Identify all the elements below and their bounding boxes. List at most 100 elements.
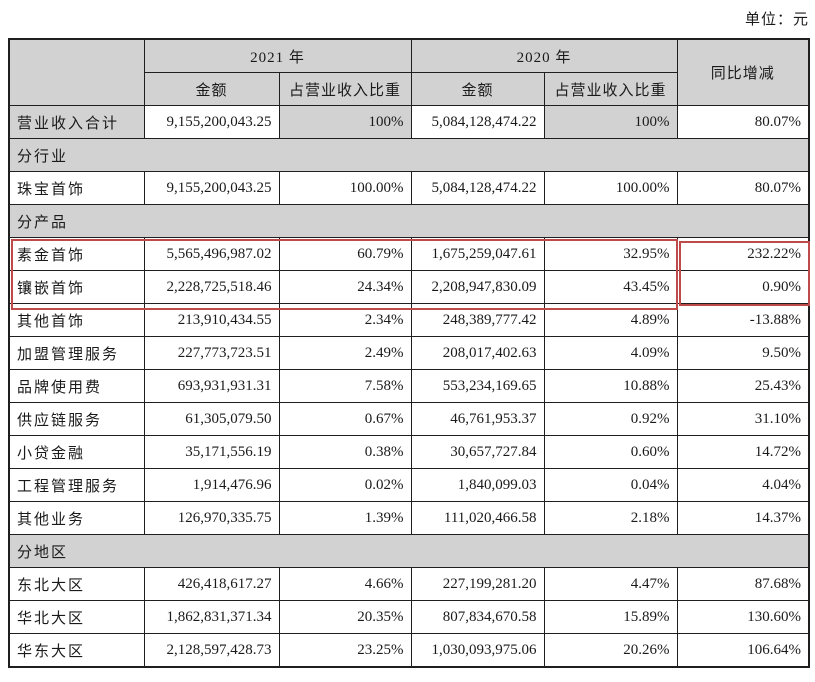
row-label-cell: 华东大区 (8, 633, 145, 668)
row-label-cell: 其他业务 (8, 501, 145, 535)
share-2020-cell: 15.89% (543, 600, 678, 634)
amount-2021-cell: 1,862,831,371.34 (143, 600, 280, 634)
header-year-2021: 2021 年 (143, 38, 412, 73)
row-label-cell: 素金首饰 (8, 237, 145, 271)
share-2021-cell: 23.25% (278, 633, 412, 668)
share-2021-cell: 7.58% (278, 369, 412, 403)
amount-2020-cell: 111,020,466.58 (410, 501, 545, 535)
table-row: 供应链服务 61,305,079.50 0.67% 46,761,953.37 0.92… (8, 402, 810, 436)
section-label-cell: 分产品 (8, 204, 810, 238)
share-2021-cell: 100.00% (278, 171, 412, 205)
share-2020-cell: 2.18% (543, 501, 678, 535)
share-2020-cell: 4.89% (543, 303, 678, 337)
yoy-cell: 0.90% (676, 270, 810, 304)
amount-2021-cell: 61,305,079.50 (143, 402, 280, 436)
unit-label: 单位：元 (744, 12, 809, 28)
table-body: 营业收入合计 9,155,200,043.25 100% 5,084,128,474.… (8, 105, 810, 668)
share-2020-cell: 0.92% (543, 402, 678, 436)
row-label-cell: 镶嵌首饰 (8, 270, 145, 304)
yoy-cell: 4.04% (676, 468, 810, 502)
header-share-2020: 占营业收入比重 (543, 72, 678, 106)
share-2020-cell: 20.26% (543, 633, 678, 668)
row-label-cell: 加盟管理服务 (8, 336, 145, 370)
table-header: 2021 年 2020 年 同比增减 金额 占营业收入比重 金额 占营业收入比重 (8, 38, 810, 106)
amount-2020-cell: 46,761,953.37 (410, 402, 545, 436)
share-2021-cell: 0.67% (278, 402, 412, 436)
amount-2020-cell: 1,030,093,975.06 (410, 633, 545, 668)
share-2020-cell: 10.88% (543, 369, 678, 403)
table-row: 素金首饰 5,565,496,987.02 60.79% 1,675,259,047.… (8, 237, 810, 271)
share-2021-cell: 1.39% (278, 501, 412, 535)
section-row: 分地区 (8, 534, 810, 568)
section-row: 分行业 (8, 138, 810, 172)
amount-2020-cell: 30,657,727.84 (410, 435, 545, 469)
revenue-table: 2021 年 2020 年 同比增减 金额 占营业收入比重 金额 占营业收入比重… (8, 38, 810, 668)
yoy-cell: 130.60% (676, 600, 810, 634)
row-label-cell: 珠宝首饰 (8, 171, 145, 205)
share-2020-cell: 100% (543, 105, 678, 139)
header-yoy: 同比增减 (676, 38, 810, 106)
yoy-cell: 25.43% (676, 369, 810, 403)
row-label-cell: 营业收入合计 (8, 105, 145, 139)
amount-2021-cell: 693,931,931.31 (143, 369, 280, 403)
amount-2021-cell: 35,171,556.19 (143, 435, 280, 469)
row-label-cell: 工程管理服务 (8, 468, 145, 502)
share-2021-cell: 2.49% (278, 336, 412, 370)
amount-2021-cell: 426,418,617.27 (143, 567, 280, 601)
amount-2020-cell: 208,017,402.63 (410, 336, 545, 370)
share-2020-cell: 4.47% (543, 567, 678, 601)
amount-2020-cell: 5,084,128,474.22 (410, 171, 545, 205)
amount-2020-cell: 1,675,259,047.61 (410, 237, 545, 271)
amount-2020-cell: 553,234,169.65 (410, 369, 545, 403)
header-amount-2021: 金额 (143, 72, 280, 106)
yoy-cell: 87.68% (676, 567, 810, 601)
amount-2021-cell: 5,565,496,987.02 (143, 237, 280, 271)
table-row: 华北大区 1,862,831,371.34 20.35% 807,834,670.58… (8, 600, 810, 634)
amount-2021-cell: 2,128,597,428.73 (143, 633, 280, 668)
header-amount-2020: 金额 (410, 72, 545, 106)
yoy-cell: 106.64% (676, 633, 810, 668)
row-label-cell: 华北大区 (8, 600, 145, 634)
yoy-cell: -13.88% (676, 303, 810, 337)
amount-2021-cell: 213,910,434.55 (143, 303, 280, 337)
amount-2020-cell: 227,199,281.20 (410, 567, 545, 601)
yoy-cell: 9.50% (676, 336, 810, 370)
share-2021-cell: 24.34% (278, 270, 412, 304)
row-label-cell: 品牌使用费 (8, 369, 145, 403)
yoy-cell: 14.72% (676, 435, 810, 469)
row-label-cell: 东北大区 (8, 567, 145, 601)
amount-2021-cell: 9,155,200,043.25 (143, 171, 280, 205)
yoy-cell: 80.07% (676, 105, 810, 139)
share-2020-cell: 32.95% (543, 237, 678, 271)
share-2021-cell: 4.66% (278, 567, 412, 601)
table-row: 东北大区 426,418,617.27 4.66% 227,199,281.20 4.4… (8, 567, 810, 601)
table-row: 工程管理服务 1,914,476.96 0.02% 1,840,099.03 0.04%… (8, 468, 810, 502)
header-row-metrics: 金额 占营业收入比重 金额 占营业收入比重 (9, 72, 809, 106)
amount-2020-cell: 807,834,670.58 (410, 600, 545, 634)
amount-2021-cell: 126,970,335.75 (143, 501, 280, 535)
section-row: 分产品 (8, 204, 810, 238)
table-row: 品牌使用费 693,931,931.31 7.58% 553,234,169.65 10… (8, 369, 810, 403)
row-label-cell: 供应链服务 (8, 402, 145, 436)
table-row: 加盟管理服务 227,773,723.51 2.49% 208,017,402.63 4… (8, 336, 810, 370)
yoy-cell: 232.22% (676, 237, 810, 271)
table-row: 镶嵌首饰 2,228,725,518.46 24.34% 2,208,947,830.… (8, 270, 810, 304)
header-share-2021: 占营业收入比重 (278, 72, 412, 106)
share-2021-cell: 0.02% (278, 468, 412, 502)
yoy-cell: 80.07% (676, 171, 810, 205)
share-2021-cell: 60.79% (278, 237, 412, 271)
table-row: 华东大区 2,128,597,428.73 23.25% 1,030,093,975.… (8, 633, 810, 668)
share-2020-cell: 43.45% (543, 270, 678, 304)
amount-2020-cell: 2,208,947,830.09 (410, 270, 545, 304)
amount-2021-cell: 9,155,200,043.25 (143, 105, 280, 139)
share-2021-cell: 0.38% (278, 435, 412, 469)
total-row: 营业收入合计 9,155,200,043.25 100% 5,084,128,474.… (8, 105, 810, 139)
share-2021-cell: 20.35% (278, 600, 412, 634)
amount-2020-cell: 5,084,128,474.22 (410, 105, 545, 139)
share-2021-cell: 2.34% (278, 303, 412, 337)
header-year-2020: 2020 年 (410, 38, 678, 73)
amount-2021-cell: 227,773,723.51 (143, 336, 280, 370)
table-row: 珠宝首饰 9,155,200,043.25 100.00% 5,084,128,474… (8, 171, 810, 205)
amount-2021-cell: 2,228,725,518.46 (143, 270, 280, 304)
row-label-cell: 小贷金融 (8, 435, 145, 469)
